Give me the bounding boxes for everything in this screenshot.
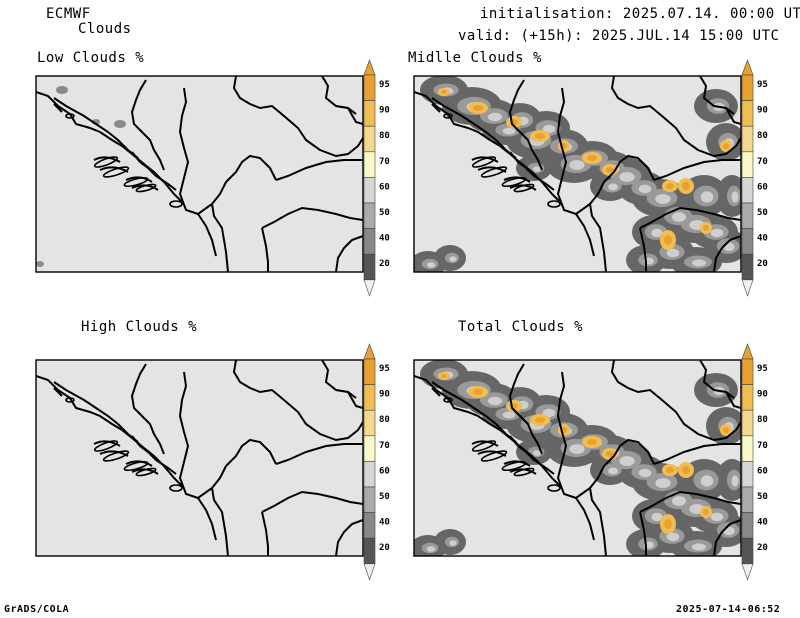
colorbar-label: 20 bbox=[379, 543, 390, 553]
colorbar-segment bbox=[363, 177, 376, 204]
colorbar-label: 20 bbox=[379, 259, 390, 269]
colorbar-label: 90 bbox=[757, 390, 768, 400]
colorbar-label: 90 bbox=[379, 390, 390, 400]
colorbar-label: 50 bbox=[757, 492, 768, 502]
colorbar-3: 95 90 80 70 60 50 40 20 bbox=[741, 343, 768, 581]
colorbar-label: 70 bbox=[379, 157, 390, 167]
model-label: ECMWF bbox=[46, 6, 91, 22]
colorbar-label: 40 bbox=[379, 518, 390, 528]
colorbar-segment bbox=[741, 384, 754, 411]
colorbar-label: 95 bbox=[379, 80, 390, 90]
colorbar-segment bbox=[741, 435, 754, 462]
colorbar-label: 60 bbox=[379, 182, 390, 192]
colorbar-label: 20 bbox=[757, 259, 768, 269]
colorbar-top-arrow bbox=[741, 343, 754, 360]
colorbar-segment bbox=[741, 151, 754, 178]
colorbar-segment bbox=[741, 409, 754, 437]
panel-title-low: Low Clouds % bbox=[37, 50, 145, 66]
colorbar-label: 60 bbox=[757, 466, 768, 476]
colorbar-label: 70 bbox=[757, 157, 768, 167]
map-panel-1 bbox=[413, 75, 742, 273]
colorbar-bottom-arrow bbox=[363, 279, 376, 297]
colorbar-top-arrow bbox=[363, 343, 376, 360]
colorbar-bottom-arrow bbox=[741, 563, 754, 581]
footer-timestamp: 2025-07-14-06:52 bbox=[676, 604, 781, 615]
colorbar-segment bbox=[741, 537, 754, 565]
colorbar-segment bbox=[741, 512, 754, 539]
map-panel-0 bbox=[35, 75, 364, 273]
colorbar-label: 20 bbox=[757, 543, 768, 553]
colorbar-label: 50 bbox=[379, 492, 390, 502]
colorbar-label: 50 bbox=[757, 208, 768, 218]
colorbar-label: 60 bbox=[757, 182, 768, 192]
footer-software: GrADS/COLA bbox=[4, 604, 70, 615]
valid-time-text: valid: (+15h): 2025.JUL.14 15:00 UTC bbox=[458, 28, 780, 44]
colorbar-label: 40 bbox=[757, 518, 768, 528]
colorbar-segment bbox=[741, 253, 754, 281]
map-panel-2 bbox=[35, 359, 364, 557]
panel-title-high: High Clouds % bbox=[81, 319, 198, 335]
colorbar-segment bbox=[363, 125, 376, 153]
colorbar-segment bbox=[741, 202, 754, 229]
colorbar-label: 70 bbox=[379, 441, 390, 451]
colorbar-segment bbox=[363, 537, 376, 565]
colorbar-segment bbox=[741, 125, 754, 153]
product-label: Clouds bbox=[78, 21, 132, 37]
colorbar-segment bbox=[363, 409, 376, 437]
colorbar-label: 90 bbox=[379, 106, 390, 116]
panel-title-middle: Midlle Clouds % bbox=[408, 50, 542, 66]
colorbar-top-arrow bbox=[363, 59, 376, 76]
colorbar-segment bbox=[363, 253, 376, 281]
colorbar-segment bbox=[741, 74, 754, 101]
colorbar-2: 95 90 80 70 60 50 40 20 bbox=[363, 343, 390, 581]
colorbar-label: 40 bbox=[757, 234, 768, 244]
colorbar-segment bbox=[363, 100, 376, 127]
colorbar-segment bbox=[741, 100, 754, 127]
colorbar-segment bbox=[363, 384, 376, 411]
colorbar-label: 80 bbox=[757, 415, 768, 425]
colorbar-segment bbox=[741, 177, 754, 204]
colorbar-segment bbox=[363, 202, 376, 229]
colorbar-segment bbox=[741, 486, 754, 513]
colorbar-label: 80 bbox=[379, 415, 390, 425]
colorbar-segment bbox=[363, 358, 376, 385]
colorbar-segment bbox=[741, 228, 754, 255]
colorbar-label: 80 bbox=[757, 131, 768, 141]
colorbar-top-arrow bbox=[741, 59, 754, 76]
panel-title-total: Total Clouds % bbox=[458, 319, 584, 335]
colorbar-segment bbox=[741, 358, 754, 385]
colorbar-0: 95 90 80 70 60 50 40 20 bbox=[363, 59, 390, 297]
colorbar-segment bbox=[363, 512, 376, 539]
colorbar-label: 95 bbox=[757, 80, 768, 90]
colorbar-segment bbox=[363, 74, 376, 101]
colorbar-label: 95 bbox=[757, 364, 768, 374]
colorbar-label: 40 bbox=[379, 234, 390, 244]
initialisation-text: initialisation: 2025.07.14. 00:00 UTC bbox=[480, 6, 800, 22]
colorbar-segment bbox=[363, 151, 376, 178]
colorbar-label: 70 bbox=[757, 441, 768, 451]
colorbar-segment bbox=[363, 435, 376, 462]
colorbar-label: 90 bbox=[757, 106, 768, 116]
colorbar-segment bbox=[363, 461, 376, 488]
colorbar-bottom-arrow bbox=[363, 563, 376, 581]
colorbar-bottom-arrow bbox=[741, 279, 754, 297]
colorbar-segment bbox=[741, 461, 754, 488]
colorbar-label: 60 bbox=[379, 466, 390, 476]
colorbar-1: 95 90 80 70 60 50 40 20 bbox=[741, 59, 768, 297]
colorbar-label: 50 bbox=[379, 208, 390, 218]
colorbar-label: 95 bbox=[379, 364, 390, 374]
colorbar-label: 80 bbox=[379, 131, 390, 141]
colorbar-segment bbox=[363, 486, 376, 513]
colorbar-segment bbox=[363, 228, 376, 255]
map-panel-3 bbox=[413, 359, 742, 557]
